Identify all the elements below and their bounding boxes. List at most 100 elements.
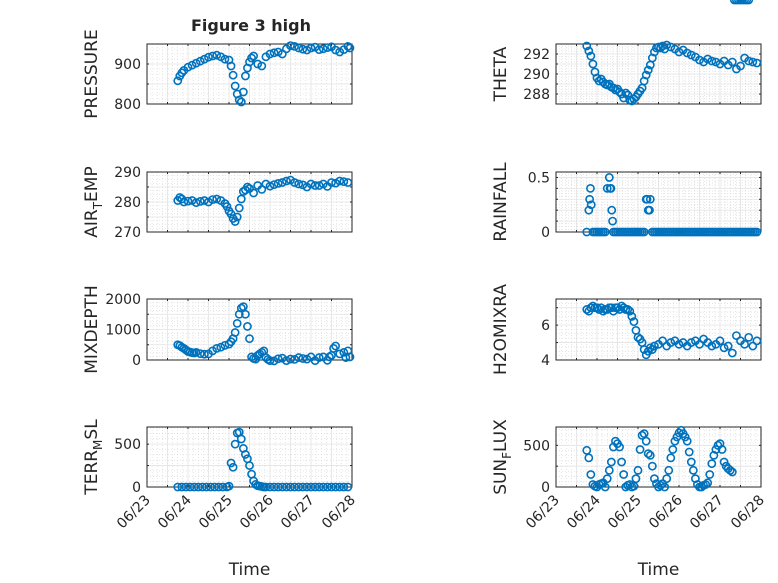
data-point: [641, 70, 651, 80]
y-axis-label: MIXDEPTH: [82, 285, 102, 374]
data-point: [183, 62, 193, 72]
data-point: [705, 470, 715, 479]
subplot-2: 288 290 292 THETA: [491, 40, 762, 106]
data-point: [582, 445, 592, 455]
data-point: [617, 457, 626, 467]
data-point: [240, 450, 250, 459]
data-point: [318, 482, 328, 492]
data-point: [212, 50, 222, 60]
data-point: [240, 71, 250, 81]
data-point: [314, 45, 324, 54]
data-point: [202, 482, 211, 492]
subplot-3: 270 280 290 AIRTEMP: [82, 165, 353, 241]
data-point: [243, 322, 252, 331]
data-point: [325, 352, 334, 362]
data-point: [707, 56, 717, 66]
data-point: [249, 51, 258, 61]
data-point: [232, 212, 242, 222]
data-point: [586, 470, 596, 479]
data-point: [715, 336, 725, 346]
data-point: [310, 482, 320, 492]
data-point: [238, 302, 248, 312]
y-axis-label-text: MIXDEPTH: [82, 285, 102, 374]
data-point: [645, 194, 655, 204]
data-point: [586, 303, 596, 313]
y-tick-label: 2000: [105, 292, 141, 308]
data-point: [588, 59, 598, 69]
data-point: [212, 344, 222, 353]
y-axis-label: H2OMIXRA: [491, 284, 511, 375]
data-point: [298, 354, 308, 363]
data-point: [604, 465, 614, 475]
data-point: [682, 48, 692, 58]
data-point: [286, 482, 295, 492]
data-point: [645, 205, 654, 215]
data-point: [695, 55, 704, 65]
data-point: [314, 353, 324, 362]
y-tick-label: 0: [541, 480, 550, 496]
data-point: [286, 354, 295, 364]
data-point: [727, 467, 737, 477]
data-point: [191, 58, 201, 68]
y-tick-label: 280: [114, 195, 141, 211]
data-point: [327, 482, 336, 492]
data-point: [619, 470, 629, 479]
data-point: [236, 97, 246, 107]
data-point: [290, 42, 299, 51]
data-point: [656, 480, 665, 490]
data-point: [269, 180, 279, 189]
data-point: [236, 303, 246, 313]
data-point: [204, 52, 213, 62]
data-point: [329, 344, 338, 353]
data-point: [277, 49, 287, 59]
data-point: [236, 194, 246, 204]
data-point: [723, 341, 733, 351]
y-tick-label: 500: [114, 437, 141, 453]
data-point: [645, 343, 655, 353]
data-point: [214, 482, 224, 492]
data-point: [637, 430, 647, 440]
y-tick-label: 800: [114, 97, 141, 113]
data-point: [210, 482, 220, 492]
data-point: [701, 480, 711, 489]
y-tick-label: 288: [523, 87, 550, 103]
data-point: [343, 482, 353, 492]
data-point: [240, 309, 250, 319]
data-point: [230, 81, 240, 91]
data-point: [335, 176, 345, 186]
data-point: [228, 462, 238, 472]
data-point: [600, 227, 610, 237]
data-point: [604, 173, 614, 182]
data-point: [265, 482, 275, 492]
data-point: [265, 356, 275, 366]
data-point: [586, 183, 595, 193]
y-tick-label: 900: [114, 57, 141, 73]
data-point: [666, 338, 676, 347]
data-point: [261, 482, 271, 492]
data-point: [674, 47, 684, 57]
data-point: [265, 181, 275, 191]
data-point: [703, 54, 713, 64]
data-point: [719, 343, 729, 353]
data-point: [711, 57, 721, 67]
data-point: [327, 178, 336, 187]
data-point: [623, 305, 633, 314]
data-point: [602, 183, 612, 193]
subplot-1: 800 900 PRESSURE: [82, 29, 355, 119]
data-point: [265, 49, 275, 59]
data-point: [220, 340, 230, 350]
data-point: [662, 40, 672, 50]
data-point: [306, 482, 316, 492]
data-point: [238, 87, 248, 97]
data-point: [177, 68, 187, 78]
data-point: [658, 336, 667, 346]
data-point: [322, 43, 332, 52]
data-point: [339, 482, 349, 492]
data-point: [294, 43, 304, 53]
data-point: [230, 439, 240, 449]
data-point: [224, 339, 234, 349]
data-point: [686, 50, 696, 60]
data-point: [717, 445, 727, 454]
data-point: [666, 42, 676, 52]
data-point: [335, 349, 345, 359]
